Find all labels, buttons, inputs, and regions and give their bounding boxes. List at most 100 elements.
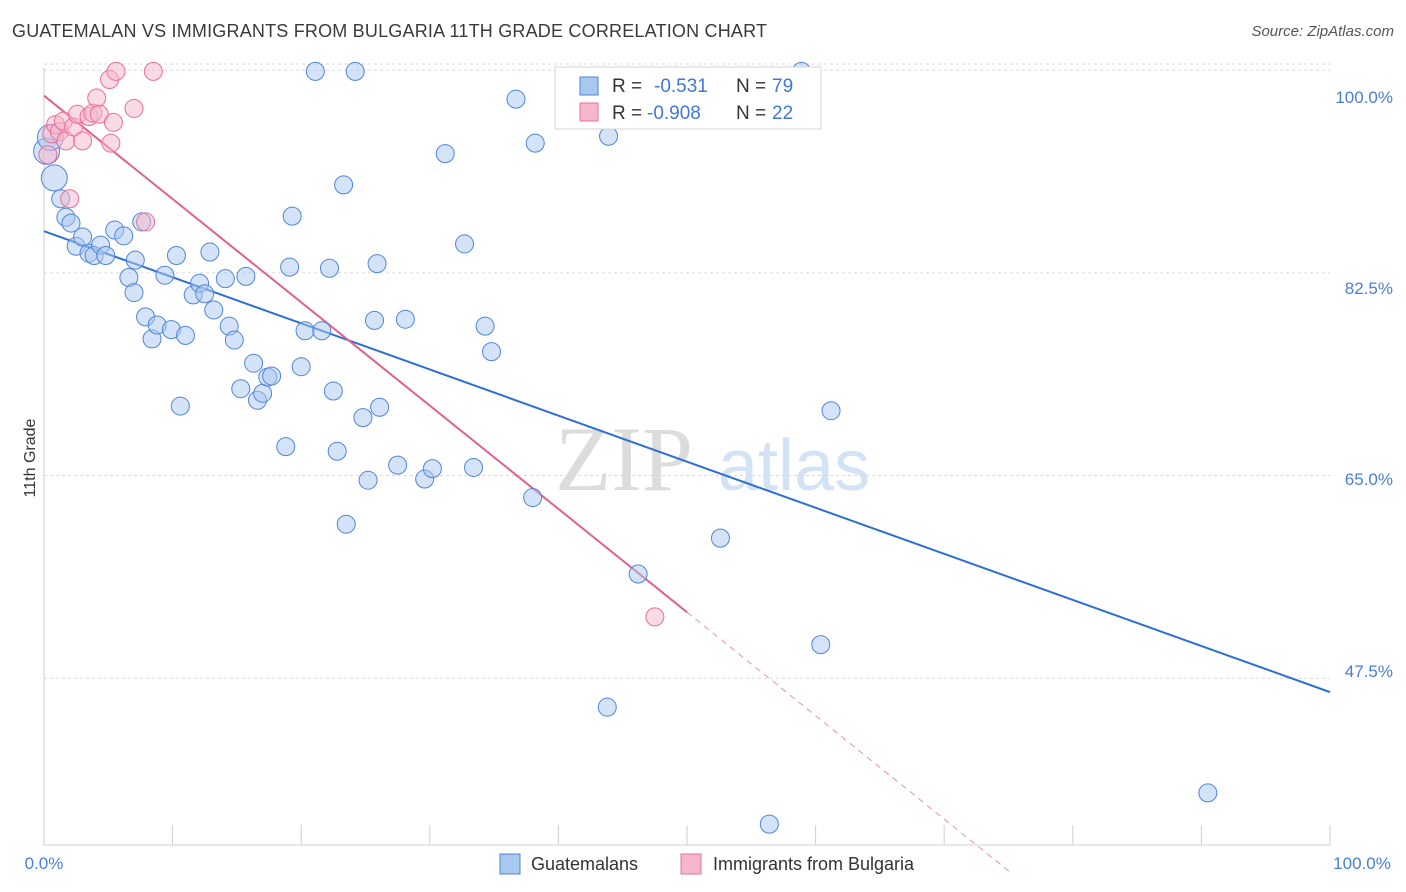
y-tick-label: 65.0% bbox=[1345, 470, 1393, 489]
data-point-bulgaria bbox=[73, 131, 93, 151]
data-point-guatemalans bbox=[61, 213, 81, 233]
data-point-guatemalans bbox=[305, 61, 325, 81]
legend-n-label: N = bbox=[736, 76, 766, 97]
data-point-guatemalans bbox=[291, 357, 311, 377]
trend-lines bbox=[43, 94, 1331, 875]
x-tick-label: 100.0% bbox=[1333, 854, 1391, 873]
data-point-guatemalans bbox=[236, 266, 256, 286]
data-point-guatemalans bbox=[1198, 783, 1218, 803]
legend-swatch-blue bbox=[579, 76, 599, 96]
y-tick-label: 100.0% bbox=[1335, 88, 1393, 107]
legend-label-guatemalans: Guatemalans bbox=[531, 854, 638, 874]
series-legend: Guatemalans Immigrants from Bulgaria bbox=[499, 853, 915, 875]
data-point-guatemalans bbox=[365, 310, 385, 330]
data-point-guatemalans bbox=[759, 814, 779, 834]
data-point-guatemalans bbox=[388, 455, 408, 475]
legend-label-bulgaria: Immigrants from Bulgaria bbox=[713, 854, 915, 874]
data-point-guatemalans bbox=[345, 61, 365, 81]
data-point-guatemalans bbox=[525, 133, 545, 153]
data-point-guatemalans bbox=[811, 635, 831, 655]
y-axis-title: 11th Grade bbox=[22, 418, 39, 497]
axes bbox=[43, 68, 1331, 846]
data-point-guatemalans bbox=[597, 697, 617, 717]
legend-swatch-guatemalans bbox=[499, 853, 521, 875]
data-point-guatemalans bbox=[280, 257, 300, 277]
data-point-guatemalans bbox=[323, 381, 343, 401]
data-point-guatemalans bbox=[170, 396, 190, 416]
data-point-guatemalans bbox=[599, 126, 619, 146]
data-point-guatemalans bbox=[506, 89, 526, 109]
data-point-guatemalans bbox=[523, 488, 543, 508]
data-point-guatemalans bbox=[464, 457, 484, 477]
chart-title: GUATEMALAN VS IMMIGRANTS FROM BULGARIA 1… bbox=[12, 21, 768, 41]
data-point-bulgaria bbox=[89, 104, 109, 124]
data-point-bulgaria bbox=[101, 133, 121, 153]
trend-line-bulgaria bbox=[43, 94, 688, 613]
legend-r-value: -0.908 bbox=[647, 103, 701, 124]
data-point-guatemalans bbox=[262, 366, 282, 386]
data-point-guatemalans bbox=[96, 246, 116, 266]
legend-r-label: R = bbox=[612, 103, 642, 124]
data-point-guatemalans bbox=[327, 441, 347, 461]
data-point-bulgaria bbox=[87, 88, 107, 108]
data-point-guatemalans bbox=[166, 246, 186, 266]
data-point-guatemalans bbox=[628, 564, 648, 584]
legend-n-label: N = bbox=[736, 103, 766, 124]
data-point-bulgaria bbox=[124, 98, 144, 118]
data-point-guatemalans bbox=[175, 325, 195, 345]
data-point-guatemalans bbox=[455, 234, 475, 254]
y-tick-label: 82.5% bbox=[1345, 279, 1393, 298]
data-point-guatemalans bbox=[475, 316, 495, 336]
data-point-guatemalans bbox=[353, 408, 373, 428]
watermark-zip: ZIP bbox=[555, 408, 693, 510]
y-tick-label: 47.5% bbox=[1345, 662, 1393, 681]
data-point-guatemalans bbox=[40, 164, 68, 192]
data-point-guatemalans bbox=[244, 353, 264, 373]
watermark-atlas: atlas bbox=[718, 426, 870, 506]
data-point-guatemalans bbox=[319, 258, 339, 278]
data-point-bulgaria bbox=[60, 189, 80, 209]
data-point-guatemalans bbox=[114, 226, 134, 246]
data-point-guatemalans bbox=[710, 528, 730, 548]
data-points bbox=[33, 61, 1218, 834]
legend-r-value: -0.531 bbox=[654, 76, 708, 97]
data-point-bulgaria bbox=[143, 61, 163, 81]
data-point-guatemalans bbox=[215, 269, 235, 289]
data-point-guatemalans bbox=[231, 379, 251, 399]
legend-swatch-pink bbox=[579, 102, 599, 122]
data-point-guatemalans bbox=[125, 250, 145, 270]
grid-lines bbox=[44, 63, 1330, 679]
data-point-guatemalans bbox=[435, 144, 455, 164]
data-point-guatemalans bbox=[295, 321, 315, 341]
trend-line-bulgaria-extension bbox=[686, 611, 1013, 875]
legend-swatch-bulgaria bbox=[680, 853, 702, 875]
data-point-guatemalans bbox=[422, 459, 442, 479]
data-point-guatemalans bbox=[124, 283, 144, 303]
data-point-guatemalans bbox=[253, 383, 273, 403]
stats-legend: R = -0.531 N = 79 R = -0.908 N = 22 bbox=[554, 66, 822, 130]
data-point-bulgaria bbox=[136, 212, 156, 232]
data-point-guatemalans bbox=[370, 397, 390, 417]
data-point-bulgaria bbox=[106, 61, 126, 81]
legend-n-value: 79 bbox=[772, 76, 793, 97]
legend-n-value: 22 bbox=[772, 103, 793, 124]
data-point-guatemalans bbox=[334, 175, 354, 195]
trend-line-guatemalans bbox=[43, 230, 1331, 694]
data-point-guatemalans bbox=[482, 342, 502, 362]
data-point-guatemalans bbox=[395, 309, 415, 329]
data-point-bulgaria bbox=[645, 607, 665, 627]
data-point-guatemalans bbox=[224, 330, 244, 350]
legend-r-label: R = bbox=[612, 76, 642, 97]
data-point-guatemalans bbox=[195, 284, 215, 304]
data-point-bulgaria bbox=[38, 145, 58, 165]
data-point-bulgaria bbox=[103, 112, 123, 132]
data-point-guatemalans bbox=[336, 514, 356, 534]
data-point-guatemalans bbox=[821, 401, 841, 421]
data-point-guatemalans bbox=[282, 206, 302, 226]
data-point-guatemalans bbox=[367, 254, 387, 274]
x-tick-label: 0.0% bbox=[25, 854, 64, 873]
data-point-guatemalans bbox=[155, 265, 175, 285]
data-point-guatemalans bbox=[73, 227, 93, 247]
data-point-guatemalans bbox=[312, 321, 332, 341]
